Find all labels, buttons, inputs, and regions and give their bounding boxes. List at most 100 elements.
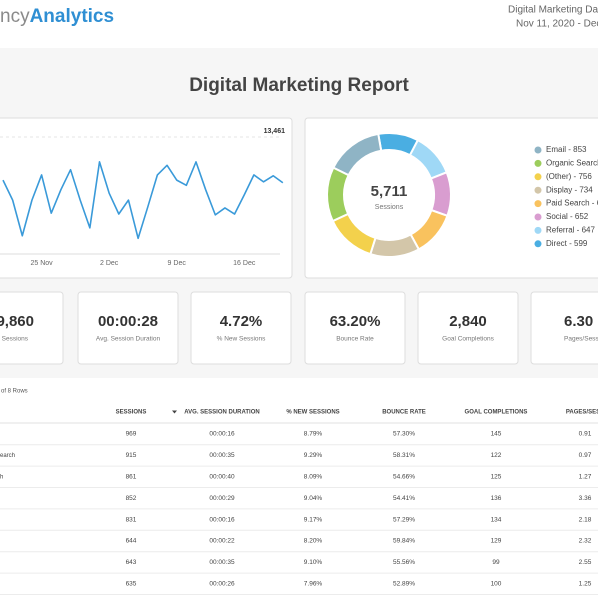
table-cell: 8.79% — [304, 431, 323, 438]
table-cell: 129 — [491, 538, 502, 545]
date-range: Nov 11, 2020 - Dec 1 — [516, 19, 598, 30]
y-tick-label: 13,461 — [264, 128, 286, 135]
legend-swatch — [534, 186, 542, 194]
table-cell: 00:00:35 — [209, 452, 235, 459]
brand: ncyAnalytics — [0, 6, 114, 27]
table-cell: 9.04% — [304, 495, 323, 502]
kpi-card — [77, 291, 179, 365]
kpi-label: Avg. Session Duration — [96, 336, 161, 343]
donut-slice — [429, 171, 452, 218]
donut-center-value: 5,711 — [371, 183, 408, 200]
table-cell: 852 — [126, 495, 137, 502]
legend-label: Direct - 599 — [546, 239, 588, 248]
x-tick-label: 9 Dec — [168, 260, 187, 267]
table-cell: 00:00:22 — [209, 538, 235, 545]
legend-swatch — [534, 213, 542, 221]
table-cell: 1.25 — [579, 581, 592, 588]
column-header: PAGES/SESS — [566, 410, 598, 416]
table-cell: 969 — [126, 431, 137, 438]
legend-swatch — [534, 226, 542, 234]
kpi-label: Bounce Rate — [336, 336, 374, 343]
legend-label: Organic Search - — [546, 159, 598, 168]
table-cell: 54.41% — [393, 495, 415, 502]
kpi-label: Sessions — [2, 336, 29, 343]
legend-label: (Other) - 756 — [546, 172, 592, 181]
column-header: BOUNCE RATE — [382, 410, 426, 416]
legend-label: Paid Search - 66 — [546, 199, 598, 208]
kpi-card — [417, 291, 519, 365]
kpi-value: 63.20% — [330, 313, 381, 330]
brand-name: Analytics — [30, 6, 114, 27]
table-cell: 861 — [126, 474, 137, 481]
table-cell: 00:00:16 — [209, 431, 235, 438]
table-cell: 00:00:26 — [209, 581, 235, 588]
legend-swatch — [534, 173, 542, 181]
kpi-label: Pages/Sessi — [564, 336, 598, 343]
table-cell: 7.96% — [304, 581, 323, 588]
table-cell: 55.56% — [393, 559, 415, 566]
x-tick-label: 25 Nov — [31, 260, 54, 267]
table-cell: 2.55 — [579, 559, 592, 566]
legend-label: Referral - 647 — [546, 226, 595, 235]
legend-swatch — [534, 146, 542, 154]
kpi-value: 2,840 — [449, 313, 487, 330]
x-tick-label: 16 Dec — [233, 260, 256, 267]
table-cell: 635 — [126, 581, 137, 588]
brand-prefix: ncy — [0, 6, 30, 27]
table-cell: 9.17% — [304, 516, 323, 523]
table-cell: 2.32 — [579, 538, 592, 545]
source-cell: earch — [0, 453, 15, 459]
legend-swatch — [534, 159, 542, 167]
report-name: Digital Marketing Das — [508, 5, 598, 16]
table-cell: 2.18 — [579, 516, 592, 523]
kpi-value: 6.30 — [564, 313, 593, 330]
table-cell: 57.29% — [393, 516, 415, 523]
header-bar — [0, 0, 598, 48]
x-tick-label: 2 Dec — [100, 260, 119, 267]
table-cell: 100 — [491, 581, 502, 588]
table-cell: 3.36 — [579, 495, 592, 502]
table-cell: 00:00:35 — [209, 559, 235, 566]
legend-label: Email - 853 — [546, 145, 587, 154]
table-cell: 00:00:29 — [209, 495, 235, 502]
legend-swatch — [534, 240, 542, 248]
line-card — [0, 117, 293, 279]
table-cell: 54.66% — [393, 474, 415, 481]
table-cell: 915 — [126, 452, 137, 459]
table-cell: 8.20% — [304, 538, 323, 545]
table-cell: 145 — [491, 431, 502, 438]
source-cell: h — [0, 474, 3, 480]
table-cell: 644 — [126, 538, 137, 545]
table-cell: 59.84% — [393, 538, 415, 545]
table-cell: 9.29% — [304, 452, 323, 459]
table-cell: 00:00:40 — [209, 474, 235, 481]
kpi-card — [0, 291, 64, 365]
table-cell: 9.10% — [304, 559, 323, 566]
table-cell: 134 — [491, 516, 502, 523]
kpi-card — [304, 291, 406, 365]
table-cell: 125 — [491, 474, 502, 481]
kpi-card — [190, 291, 292, 365]
sort-arrow — [172, 410, 177, 414]
column-header: % NEW SESSIONS — [286, 410, 339, 416]
report-title: Digital Marketing Report — [189, 75, 409, 96]
table-cell: 57.30% — [393, 431, 415, 438]
legend-swatch — [534, 200, 542, 208]
legend-label: Display - 734 — [546, 185, 593, 194]
table-cell: 136 — [491, 495, 502, 502]
table-cell: 831 — [126, 516, 137, 523]
table-cell: 8.09% — [304, 474, 323, 481]
kpi-value: 4.72% — [220, 313, 263, 330]
kpi-card — [530, 291, 598, 365]
table-cell: 0.91 — [579, 431, 592, 438]
donut-center-label: Sessions — [375, 204, 404, 211]
table-cell: 1.27 — [579, 474, 592, 481]
line-series — [2, 161, 284, 240]
row-count: of 8 Rows — [1, 389, 28, 395]
column-header: AVG. SESSION DURATION — [184, 410, 259, 416]
legend-label: Social - 652 — [546, 212, 589, 221]
column-header: GOAL COMPLETIONS — [465, 410, 528, 416]
kpi-label: Goal Completions — [442, 336, 494, 343]
